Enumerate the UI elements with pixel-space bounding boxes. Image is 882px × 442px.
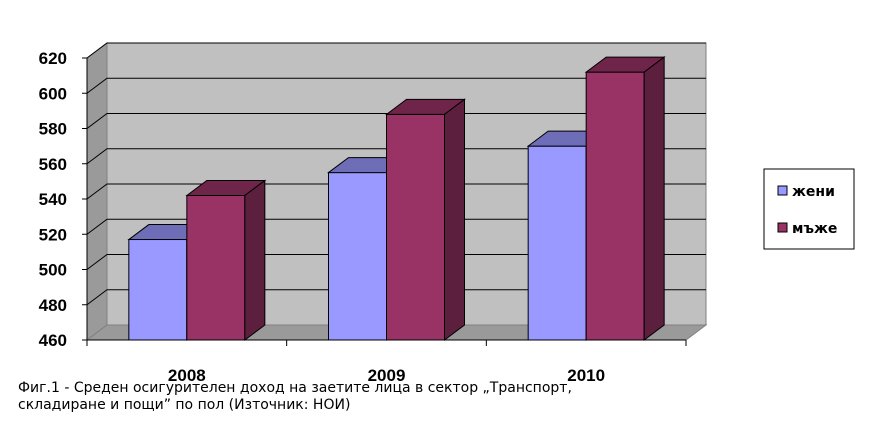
caption-line-1: Фиг.1 - Среден осигурителен доход на зае…: [18, 380, 572, 396]
figure-caption: Фиг.1 - Среден осигурителен доход на зае…: [18, 380, 718, 414]
bar-front: [585, 71, 645, 341]
y-tick-label: 460: [39, 331, 67, 350]
gridline: [86, 289, 706, 306]
legend-label: жени: [792, 184, 835, 200]
y-tick-label: 620: [39, 49, 67, 68]
y-tick-label: 540: [39, 190, 67, 209]
x-axis: 2008 2009 2010: [86, 339, 687, 385]
legend-label: мъже: [792, 221, 837, 237]
gridline: [86, 183, 706, 200]
y-tick-label: 500: [39, 261, 67, 280]
x-tick-label: 2008: [168, 366, 206, 385]
gridline: [86, 42, 706, 59]
bar-front: [186, 194, 246, 341]
bar-side: [643, 56, 665, 341]
y-tick-label: 580: [39, 120, 67, 139]
legend-swatch: [777, 185, 788, 196]
gridline: [86, 218, 706, 235]
bar-front: [386, 113, 445, 341]
y-tick-label: 600: [39, 84, 67, 103]
bar-front: [328, 172, 387, 341]
caption-line-2: складиране и пощи” по пол (Източник: НОИ…: [18, 397, 351, 413]
bar: [185, 179, 267, 341]
bar: [584, 56, 666, 341]
x-tick-label: 2010: [567, 366, 605, 385]
bar-side: [244, 179, 266, 341]
bar: [385, 98, 466, 341]
bar-front: [527, 145, 587, 341]
bars: [127, 56, 666, 341]
legend-box: [763, 168, 855, 250]
y-tick-label: 480: [39, 296, 67, 315]
y-tick-label: 520: [39, 225, 67, 244]
gridline: [86, 148, 706, 165]
legend-swatch: [777, 222, 788, 233]
y-axis: 460 480 500 520 540 560 580 600 620: [39, 49, 88, 350]
bar-front: [128, 239, 188, 341]
legend: жени мъже: [763, 168, 855, 250]
x-tick-label: 2009: [368, 366, 406, 385]
gridline: [86, 254, 706, 270]
bar-side: [444, 98, 465, 341]
gridlines: [86, 42, 706, 306]
gridline: [86, 77, 706, 94]
y-tick-label: 560: [39, 155, 67, 174]
gridline: [86, 113, 706, 129]
